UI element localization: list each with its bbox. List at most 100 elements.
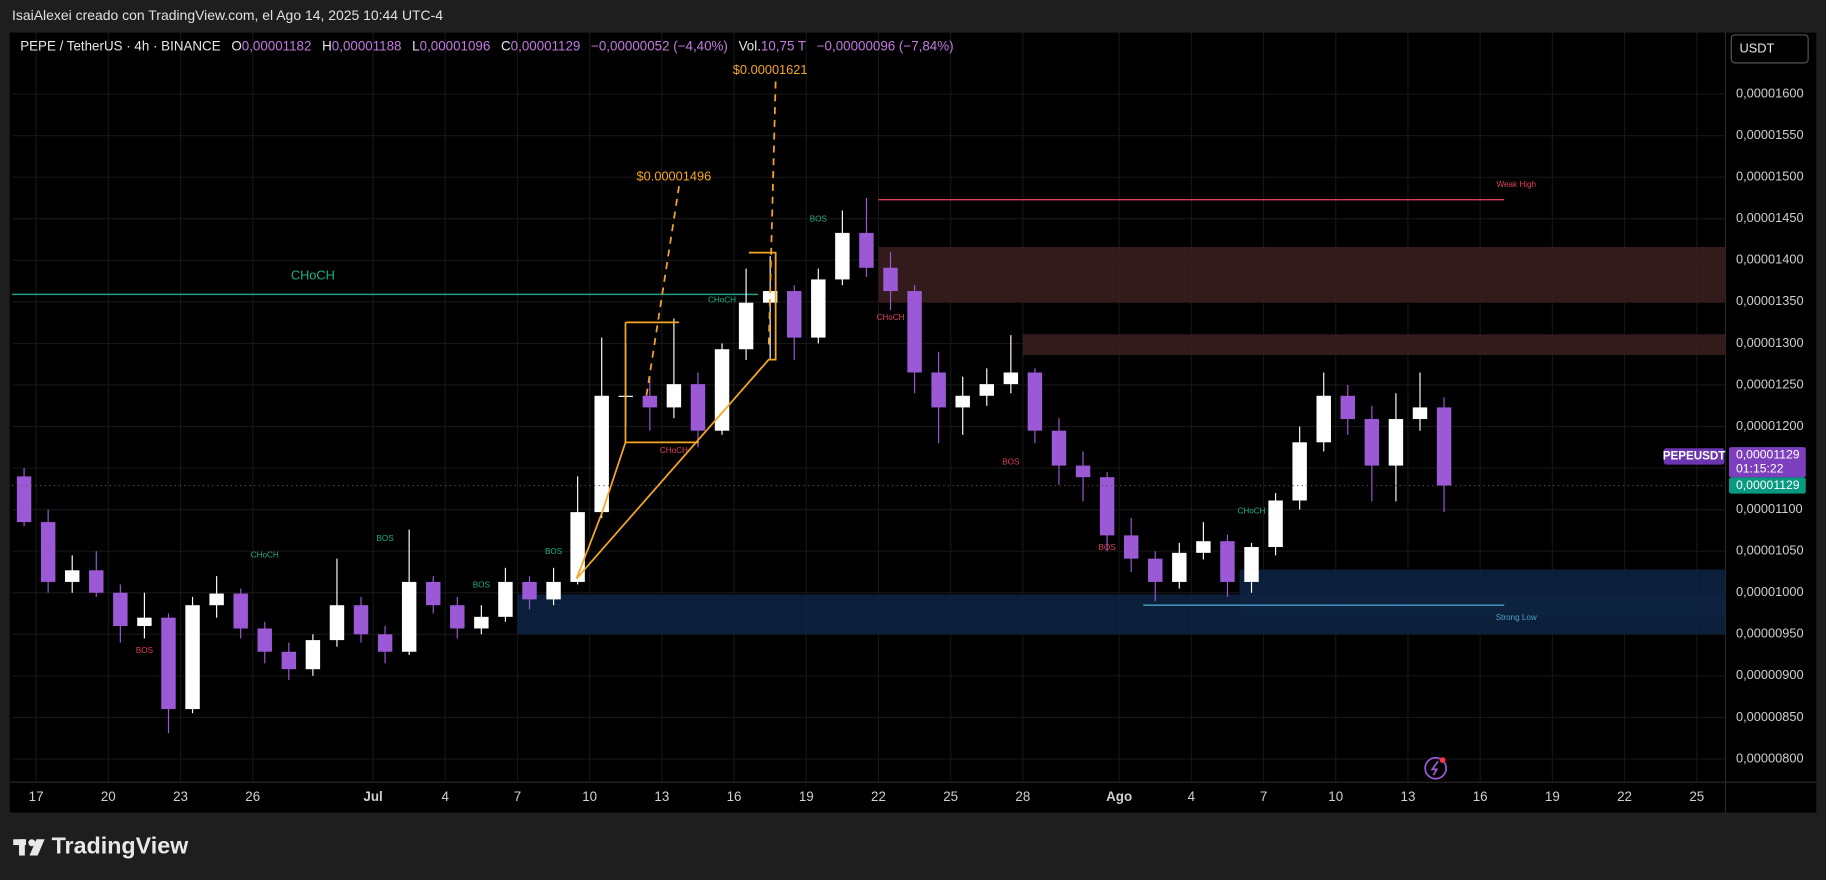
y-tick-label: 0,00001100	[1736, 501, 1803, 516]
header: IsaiAlexei creado con TradingView.com, e…	[12, 7, 443, 23]
y-tick-label: 0,00001000	[1736, 584, 1804, 599]
candle-body	[40, 522, 56, 582]
candle-body	[1051, 430, 1067, 466]
drawings	[575, 81, 777, 580]
currency-button[interactable]	[1730, 34, 1809, 64]
candle-body	[1003, 372, 1019, 385]
y-tick-label: 0,00001050	[1736, 543, 1804, 558]
zone	[878, 247, 1726, 303]
pattern	[575, 441, 699, 579]
alert-ring[interactable]	[1424, 756, 1447, 780]
logo-part	[28, 839, 36, 847]
candle-body	[1123, 535, 1139, 559]
legend-value: 0,00001188	[332, 38, 402, 53]
y-tick-label: 0,00001300	[1736, 335, 1804, 350]
annotation: BOS	[136, 646, 154, 655]
x-tick-label: 16	[1473, 789, 1488, 804]
pattern	[624, 321, 680, 443]
annotation: CHoCH	[660, 446, 688, 455]
candle-body	[1340, 395, 1356, 420]
candle-body	[642, 395, 658, 408]
x-tick-label: 19	[799, 789, 814, 804]
annotation: CHoCH	[1238, 506, 1266, 515]
candle-body	[1099, 477, 1115, 536]
y-tick-label: 0,00001600	[1736, 85, 1804, 100]
alert-dot	[1439, 757, 1446, 764]
annotation: BOS	[810, 215, 828, 224]
legend-key: L	[412, 38, 419, 53]
candle-body	[546, 581, 561, 600]
x-tick-label: 22	[1617, 789, 1632, 804]
candle-body	[1220, 541, 1235, 582]
x-tick-label: 20	[101, 789, 116, 804]
candle-body	[762, 291, 778, 303]
annotation: CHoCH	[251, 550, 279, 559]
candle-body	[1172, 552, 1187, 582]
countdown: 01:15:22	[1736, 461, 1784, 475]
alert-icon[interactable]	[1424, 756, 1447, 780]
annotation: BOS	[1099, 543, 1117, 552]
x-tick-label: 26	[245, 789, 260, 804]
candle-body	[931, 372, 946, 408]
candle-body	[1148, 558, 1163, 582]
y-tick-label: 0,00000850	[1736, 709, 1804, 724]
x-tick-label: 7	[1260, 789, 1267, 804]
x-tick-label: 17	[29, 789, 44, 804]
candle-body	[1244, 547, 1259, 582]
candle-body	[979, 384, 994, 396]
legend: PEPE / TetherUS · 4h · BINANCE O0,000011…	[20, 38, 953, 53]
candle-body	[426, 581, 441, 606]
candle-body	[811, 279, 826, 338]
candle-body	[859, 232, 874, 268]
candle-body	[64, 570, 80, 582]
candle-body	[377, 634, 393, 652]
y-tick-label: 0,00000800	[1736, 750, 1804, 765]
candle-body	[690, 384, 706, 431]
candle-body	[1268, 500, 1283, 548]
y-tick-label: 0,00001350	[1736, 293, 1804, 308]
volume-key: Vol.	[739, 38, 761, 53]
symbol-tag-box	[1663, 448, 1725, 465]
candle-body	[305, 640, 321, 670]
currency[interactable]: USDT	[1739, 40, 1774, 55]
candle-body	[233, 593, 248, 629]
candle-body	[787, 291, 802, 338]
candle-body	[1412, 407, 1428, 420]
legend-key: O	[231, 38, 241, 53]
symbol-tag: PEPEUSDT	[1663, 450, 1726, 463]
y-tick-label: 0,00001250	[1736, 376, 1804, 391]
candle-body	[161, 617, 176, 710]
candle-body	[450, 605, 465, 629]
candle-body	[1436, 407, 1452, 486]
candle-body	[714, 349, 730, 431]
candle-body	[474, 616, 489, 629]
legend-key: C	[501, 38, 511, 53]
alert-bolt[interactable]	[1430, 760, 1439, 776]
x-tick-label: Jul	[363, 789, 382, 804]
x-tick-label: 23	[173, 789, 188, 804]
logo-part	[29, 839, 45, 856]
legend-key: H	[322, 38, 332, 53]
y-tick-label: 0,00001200	[1736, 418, 1804, 433]
price-tag-box	[1728, 447, 1806, 478]
zone	[1022, 334, 1726, 356]
price-tag: 0,00001129	[1736, 478, 1800, 492]
x-tick-label: 7	[514, 789, 521, 804]
candle-body	[281, 651, 297, 670]
annotation: CHoCH	[291, 267, 335, 282]
candle-body	[1027, 372, 1043, 431]
projection	[645, 186, 680, 396]
candle-body	[209, 593, 224, 606]
candle-body	[113, 592, 128, 626]
candle-body	[353, 605, 369, 635]
annotation: BOS	[377, 534, 395, 543]
candle-body	[498, 581, 513, 617]
y-tick-label: 0,00001400	[1736, 252, 1804, 267]
candle-body	[738, 302, 754, 350]
candle-body	[1075, 465, 1091, 478]
pattern	[575, 251, 777, 580]
legend-change: −0,00000052 (−4,40%)	[591, 38, 728, 53]
candle-body	[1316, 395, 1331, 443]
x-tick-label: 10	[1328, 789, 1343, 804]
